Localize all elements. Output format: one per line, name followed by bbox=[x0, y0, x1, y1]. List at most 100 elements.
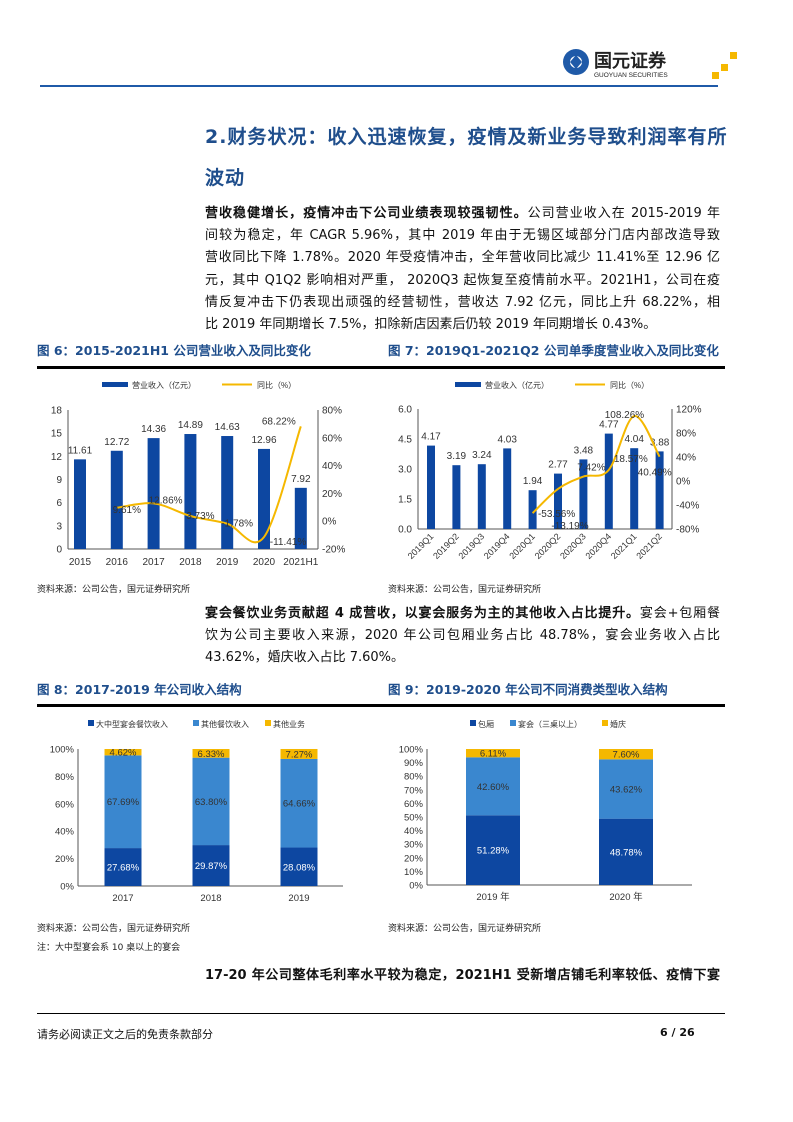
x-tick-label: 2020 年 bbox=[609, 891, 643, 903]
segment-label: 67.69% bbox=[107, 797, 140, 808]
fig7-source: 资料来源：公司公告，国元证券研究所 bbox=[388, 585, 542, 595]
bar-segment bbox=[192, 757, 230, 846]
legend-label: 宴会（三桌以上） bbox=[518, 719, 582, 729]
yoy-value-label: 40.49% bbox=[638, 468, 672, 479]
bar-value-label: 4.17 bbox=[421, 432, 441, 443]
bar bbox=[477, 464, 486, 529]
left-tick-label: 9 bbox=[56, 475, 62, 486]
bar-segment bbox=[280, 847, 318, 886]
para2-line: 宴会餐饮业务贡献超 4 成营收，以宴会服务为主的其他收入占比提升。宴会+包厢餐 bbox=[205, 604, 720, 624]
x-tick-label: 2017 bbox=[112, 893, 133, 904]
left-tick-label: 6.0 bbox=[398, 405, 412, 416]
right-tick-label: 80% bbox=[676, 429, 696, 440]
bar-value-label: 3.19 bbox=[447, 451, 467, 462]
fig7-title: 图 7：2019Q1-2021Q2 公司单季度营业收入及同比变化 bbox=[388, 343, 719, 358]
x-tick-label: 2019Q2 bbox=[431, 531, 461, 561]
fig7-chart: 营业收入（亿元） 同比（%） 0.0 1.5 3.0 4.5 6.0 -80% -40% 0% 40… bbox=[398, 380, 702, 561]
right-tick-label: -20% bbox=[322, 545, 345, 556]
bar-value-label: 7.92 bbox=[291, 474, 311, 485]
bar bbox=[427, 445, 435, 529]
legend-label-revenue: 营业收入（亿元） bbox=[132, 380, 196, 390]
left-tick-label: 15 bbox=[51, 429, 63, 440]
legend-swatch bbox=[265, 720, 271, 726]
x-tick-label: 2020 bbox=[253, 557, 276, 568]
segment-label: 7.27% bbox=[286, 749, 313, 760]
left-tick-label: 1.5 bbox=[398, 495, 412, 506]
y-tick-label: 60% bbox=[55, 799, 75, 810]
x-tick-label: 2017 bbox=[142, 557, 165, 568]
para1-line: 间较为稳定，年 CAGR 5.96%，其中 2019 年由于无锡区域部分门店内部… bbox=[205, 228, 720, 243]
figure-rule bbox=[37, 366, 725, 369]
segment-label: 64.66% bbox=[283, 799, 316, 810]
bar-segment bbox=[599, 759, 653, 819]
legend-swatch bbox=[470, 720, 476, 726]
segment-label: 28.08% bbox=[283, 862, 316, 873]
legend-swatch-revenue bbox=[455, 382, 481, 387]
legend-label-yoy: 同比（%） bbox=[610, 380, 649, 390]
y-tick-label: 30% bbox=[404, 840, 424, 851]
bar-segment bbox=[104, 749, 142, 756]
bar-segment bbox=[104, 755, 142, 849]
bar bbox=[258, 448, 270, 549]
bar bbox=[604, 433, 613, 529]
y-tick-label: 70% bbox=[404, 785, 424, 796]
yoy-value-label: 3.73% bbox=[186, 511, 214, 522]
y-tick-label: 10% bbox=[404, 867, 424, 878]
x-tick-label: 2019Q3 bbox=[456, 531, 486, 561]
yoy-value-label: -11.41% bbox=[270, 537, 307, 548]
right-tick-label: -40% bbox=[676, 501, 699, 512]
x-tick-label: 2020Q3 bbox=[558, 531, 588, 561]
para2-lead: 宴会餐饮业务贡献超 4 成营收，以宴会服务为主的其他收入占比提升。 bbox=[205, 606, 640, 621]
bar-value-label: 1.94 bbox=[523, 476, 543, 487]
bar-segment bbox=[599, 818, 653, 885]
left-tick-label: 3 bbox=[56, 521, 62, 532]
right-tick-label: 40% bbox=[676, 453, 696, 464]
left-tick-label: 18 bbox=[51, 406, 63, 417]
bar bbox=[630, 448, 639, 529]
bar bbox=[147, 438, 160, 549]
segment-label: 6.33% bbox=[198, 749, 225, 760]
bar bbox=[294, 487, 307, 549]
legend-label: 婚庆 bbox=[610, 719, 626, 729]
x-tick-label: 2019Q1 bbox=[406, 531, 436, 561]
bar bbox=[579, 459, 588, 529]
fig6-chart: 营业收入（亿元） 同比（%） 0 3 6 9 12 15 18 -20% 0% 20% 40% 60% 80… bbox=[51, 380, 346, 568]
bar-value-label: 4.03 bbox=[497, 434, 517, 445]
x-tick-label: 2020Q2 bbox=[533, 531, 563, 561]
figure-rule bbox=[37, 704, 725, 707]
right-tick-label: 40% bbox=[322, 461, 342, 472]
y-tick-label: 20% bbox=[404, 853, 424, 864]
footer-disclaimer: 请务必阅读正文之后的免责条款部分 bbox=[37, 1028, 213, 1041]
yoy-line bbox=[116, 426, 302, 544]
bar bbox=[221, 436, 234, 549]
segment-label: 42.60% bbox=[477, 782, 510, 793]
para1-lead: 营收稳健增长，疫情冲击下公司业绩表现较强韧性。 bbox=[205, 206, 528, 221]
bar-segment bbox=[192, 845, 230, 886]
bar-value-label: 14.63 bbox=[215, 422, 240, 433]
section-title: 2.财务状况：收入迅速恢复，疫情及新业务导致利润率有所 bbox=[205, 126, 728, 148]
y-tick-label: 60% bbox=[404, 799, 424, 810]
left-tick-label: 6 bbox=[56, 498, 62, 509]
x-tick-label: 2018 bbox=[179, 557, 202, 568]
x-tick-label: 2021H1 bbox=[283, 557, 318, 568]
para1-line: 比 2019 年同期增长 7.5%，扣除新店因素后仍较 2019 年同期增长 0… bbox=[205, 317, 657, 332]
bar-segment bbox=[104, 848, 142, 886]
bar-value-label: 2.77 bbox=[548, 460, 568, 471]
yoy-value-label: -13.19% bbox=[551, 521, 588, 532]
yoy-line bbox=[531, 415, 661, 514]
y-tick-label: 50% bbox=[404, 813, 424, 824]
yoy-value-label: -1.78% bbox=[221, 519, 253, 530]
x-tick-label: 2019 年 bbox=[476, 891, 510, 903]
x-tick-label: 2020Q4 bbox=[583, 531, 613, 561]
section-title-cont: 波动 bbox=[205, 167, 246, 189]
legend-label-revenue: 营业收入（亿元） bbox=[485, 380, 549, 390]
left-tick-label: 12 bbox=[51, 452, 63, 463]
bar-segment bbox=[466, 815, 520, 885]
fig9-title: 图 9：2019-2020 年公司不同消费类型收入结构 bbox=[388, 682, 668, 697]
fig8-note: 注：大中型宴会系 10 桌以上的宴会 bbox=[37, 943, 181, 953]
x-tick-label: 2016 bbox=[106, 557, 129, 568]
para2-line: 饮为公司主要收入来源，2020 年公司包厢业务占比 48.78%，宴会业务收入占… bbox=[205, 628, 720, 643]
right-tick-label: 0% bbox=[676, 477, 691, 488]
fig6-source: 资料来源：公司公告，国元证券研究所 bbox=[37, 585, 191, 595]
segment-label: 51.28% bbox=[477, 846, 510, 857]
